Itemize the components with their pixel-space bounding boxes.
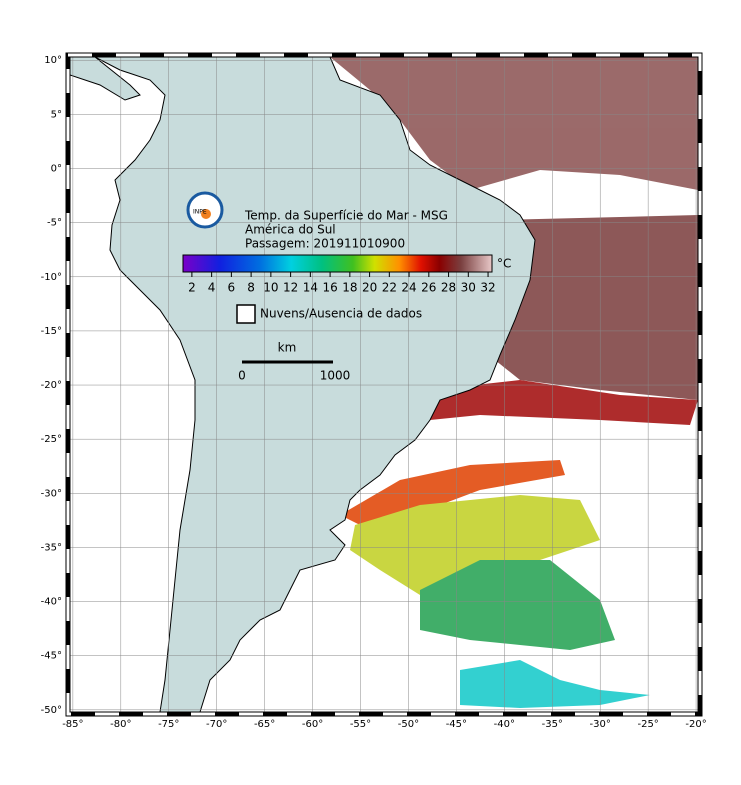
colorbar-tick-label: 4 xyxy=(208,281,216,295)
x-tick-label: -60° xyxy=(302,719,323,730)
logo: INPE xyxy=(186,191,224,229)
colorbar-tick-label: 26 xyxy=(421,281,436,295)
x-tick-label: -85° xyxy=(62,719,83,730)
y-tick-label: -5° xyxy=(47,218,62,229)
y-tick-label: -40° xyxy=(41,597,62,608)
colorbar-tick-label: 2 xyxy=(188,281,196,295)
sst-field xyxy=(330,57,698,708)
central-america xyxy=(70,57,141,101)
x-tick-label: -30° xyxy=(590,719,611,730)
y-tick-label: -15° xyxy=(41,326,62,337)
y-tick-label: -35° xyxy=(41,542,62,553)
y-tick-label: -30° xyxy=(41,488,62,499)
x-tick-label: -20° xyxy=(685,719,706,730)
colorbar-tick-label: 32 xyxy=(480,281,495,295)
pass-time: Passagem: 201911010900 xyxy=(245,237,405,251)
svg-text:INPE: INPE xyxy=(193,209,207,216)
colorbar-tick-label: 28 xyxy=(441,281,456,295)
x-tick-label: -55° xyxy=(350,719,371,730)
colorbar-tick-label: 6 xyxy=(228,281,236,295)
legend-label: Nuvens/Ausencia de dados xyxy=(260,307,422,321)
colorbar-tick-label: 22 xyxy=(382,281,397,295)
y-tick-label: -45° xyxy=(41,651,62,662)
x-tick-label: -70° xyxy=(206,719,227,730)
y-tick-label: -50° xyxy=(41,705,62,716)
scale-unit: km xyxy=(278,341,297,355)
y-tick-label: -10° xyxy=(41,272,62,283)
x-tick-label: -35° xyxy=(542,719,563,730)
x-tick-label: -75° xyxy=(158,719,179,730)
colorbar-unit: °C xyxy=(497,257,511,271)
scale-start: 0 xyxy=(238,369,246,383)
y-tick-label: -25° xyxy=(41,434,62,445)
colorbar-tick-label: 12 xyxy=(283,281,298,295)
colorbar-tick-label: 24 xyxy=(401,281,416,295)
colorbar-tick-label: 16 xyxy=(322,281,337,295)
colorbar-tick-label: 20 xyxy=(362,281,377,295)
y-tick-label: 0° xyxy=(51,164,62,175)
y-tick-label: 10° xyxy=(44,55,62,66)
x-tick-label: -45° xyxy=(446,719,467,730)
x-tick-label: -65° xyxy=(254,719,275,730)
x-tick-label: -50° xyxy=(398,719,419,730)
legend-swatch xyxy=(236,304,256,324)
colorbar-tick-label: 18 xyxy=(342,281,357,295)
y-tick-label: -20° xyxy=(41,380,62,391)
x-tick-label: -40° xyxy=(494,719,515,730)
colorbar-tick-label: 8 xyxy=(247,281,255,295)
x-tick-label: -80° xyxy=(110,719,131,730)
axes: -85° -80° -75° -70° -65° -60° -55° -50° -45° -40°… xyxy=(41,55,707,730)
scale-end: 1000 xyxy=(320,369,351,383)
colorbar-tick-label: 10 xyxy=(263,281,278,295)
colorbar xyxy=(182,254,493,273)
colorbar-tick-label: 30 xyxy=(461,281,476,295)
title: Temp. da Superfície do Mar - MSG xyxy=(244,209,448,223)
colorbar-tick-label: 14 xyxy=(303,281,318,295)
region: América do Sul xyxy=(245,223,336,237)
colorbar-ticks: 2 4 6 8 10 12 14 16 18 20 22 24 26 28 30 32 xyxy=(188,272,496,295)
frame-ticks xyxy=(66,53,702,716)
graticule xyxy=(70,57,698,712)
map-area xyxy=(70,57,698,712)
y-tick-label: 5° xyxy=(51,109,62,120)
x-tick-label: -25° xyxy=(637,719,658,730)
